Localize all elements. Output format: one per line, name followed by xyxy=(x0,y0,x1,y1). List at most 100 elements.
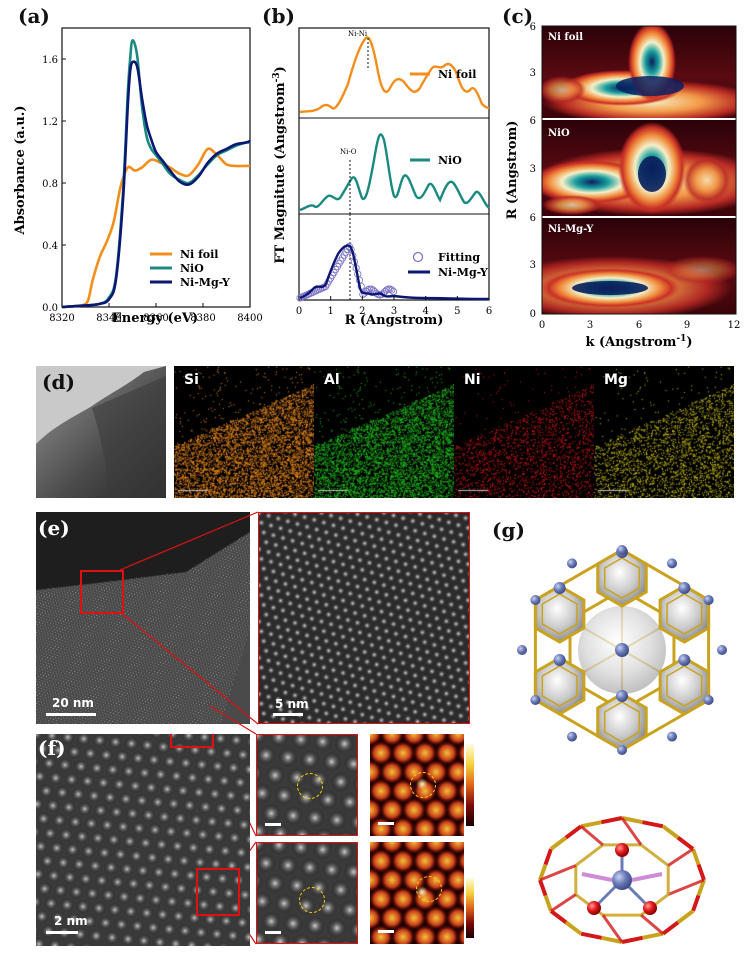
eds-label-si: Si xyxy=(184,372,199,388)
legend-fitting: Fitting xyxy=(438,251,480,264)
zoom-f-heat-1 xyxy=(370,734,474,836)
cation-site xyxy=(530,595,541,605)
sodalite-cage-unit xyxy=(658,656,711,716)
si-o-bond xyxy=(580,931,602,940)
framework-rod xyxy=(666,665,703,707)
b-xtick-label: 1 xyxy=(327,306,333,317)
nimgy-ft-line xyxy=(299,244,490,301)
wavelet-map-ni-foil xyxy=(542,26,736,118)
sodalite-cage-unit xyxy=(533,656,586,716)
panel-c-xlabel: k (Angstrom-1) xyxy=(585,334,692,350)
eds-map-mg: Mg xyxy=(594,366,734,498)
nimgy-line xyxy=(61,60,251,309)
b-xtick-label: 3 xyxy=(391,306,397,317)
b-xtick-label: 6 xyxy=(486,306,492,317)
zoom-box-e xyxy=(80,570,124,614)
cation-site xyxy=(617,545,627,555)
eds-map-ni: Ni xyxy=(454,366,594,498)
si-o-bond xyxy=(621,816,643,825)
sodalite-cage xyxy=(538,816,706,944)
cation-site xyxy=(553,654,566,666)
panel-d-label: (d) xyxy=(42,370,75,394)
cation-site xyxy=(678,582,691,594)
si-o-bond xyxy=(580,820,602,829)
si-o-bond xyxy=(543,894,553,912)
wavelet-map-nio xyxy=(542,120,736,216)
ni-atom xyxy=(612,870,632,890)
si-o-bond xyxy=(691,848,701,866)
ni-o-annot: Ni-O xyxy=(340,148,357,156)
framework-rod xyxy=(541,665,578,707)
a-xtick-label: 8380 xyxy=(190,313,215,324)
legend-ni-foil: Ni foil xyxy=(180,248,219,261)
legend-nio: NiO xyxy=(180,262,204,275)
scale-bar-e-left xyxy=(46,713,96,716)
si-o-bond xyxy=(621,935,643,944)
si-o-bond xyxy=(538,879,548,897)
b-xtick-label: 5 xyxy=(454,306,460,317)
haadf-overview: (e) 20 nm xyxy=(36,512,250,724)
cation-site xyxy=(717,645,727,655)
b-xtick-label: 2 xyxy=(359,306,365,317)
si-o-bond xyxy=(549,836,568,851)
highlight-circle-2 xyxy=(299,887,325,913)
si-o-bond xyxy=(696,879,706,897)
si-o-bond xyxy=(580,825,604,847)
c-ytick: 6 xyxy=(530,116,536,127)
eds-label-ni: Ni xyxy=(464,372,481,388)
zoom-box-f-1 xyxy=(170,734,214,748)
si-o-bond xyxy=(550,893,577,913)
framework-rod xyxy=(541,593,578,635)
si-o-bond xyxy=(601,914,624,943)
cation-site xyxy=(567,558,577,569)
ni-ni-annot: Ni-Ni xyxy=(348,30,368,38)
highlight-circle-2b xyxy=(416,876,442,902)
scale-bar-f-sub-2 xyxy=(265,931,281,934)
c-ytick: 3 xyxy=(530,68,536,79)
zoom-f-gray-1 xyxy=(256,734,358,836)
panel-c-frame xyxy=(541,25,737,315)
scale-bar-f-sub-1b xyxy=(378,822,394,825)
a-xtick-label: 8340 xyxy=(96,313,121,324)
tem-image: (d) xyxy=(36,366,166,498)
map-label-nio: NiO xyxy=(548,128,570,139)
b-xtick-label: 4 xyxy=(422,306,428,317)
si-o-bond xyxy=(667,847,694,867)
legend-nimgy: Ni-Mg-Y xyxy=(180,276,230,289)
si-o-bond xyxy=(676,836,695,851)
si-o-bond xyxy=(543,848,553,866)
c-ytick: 3 xyxy=(530,260,536,271)
panel-b-xlabel: R (Angstrom) xyxy=(345,313,444,328)
cation-site xyxy=(616,690,628,702)
eds-label-al: Al xyxy=(324,372,340,388)
si-o-bond xyxy=(676,909,695,924)
framework-rod xyxy=(603,701,641,743)
si-o-bond xyxy=(696,863,706,881)
panel-b-ylabel: FT Magnitute (Angstrom-3) xyxy=(272,66,288,264)
a-ytick-label: 0.0 xyxy=(42,303,58,314)
a-ytick-label: 0.8 xyxy=(42,179,58,190)
legend-b-nimgy: Ni-Mg-Y xyxy=(438,266,488,279)
a-ytick-label: 1.2 xyxy=(42,117,58,128)
al-o-bond xyxy=(581,872,613,882)
zoom-box-f-2 xyxy=(196,868,240,916)
c-xtick: 9 xyxy=(684,320,690,331)
cation-site xyxy=(678,654,691,666)
ni-foil-ft-line xyxy=(299,36,490,114)
c-xtick: 0 xyxy=(539,320,545,331)
si-o-bond xyxy=(564,824,583,840)
c-ytick: 3 xyxy=(530,164,536,175)
fitting-point xyxy=(383,286,391,294)
si-o-bond xyxy=(601,935,623,944)
oxygen-atom xyxy=(587,901,601,915)
oxygen-atom xyxy=(615,843,629,857)
panel-a-ylabel: Absorbance (a.u.) xyxy=(13,106,28,236)
faujasite-framework xyxy=(517,545,727,755)
framework-rod xyxy=(603,557,641,599)
panel-c-ylabel: R (Angstrom) xyxy=(505,121,520,220)
eds-map-si: Si xyxy=(174,366,314,498)
nio-ft-line xyxy=(299,133,490,212)
panel-f-label: (f) xyxy=(38,736,66,760)
highlight-circle-1 xyxy=(297,773,323,799)
a-ytick-label: 0.4 xyxy=(42,241,58,252)
